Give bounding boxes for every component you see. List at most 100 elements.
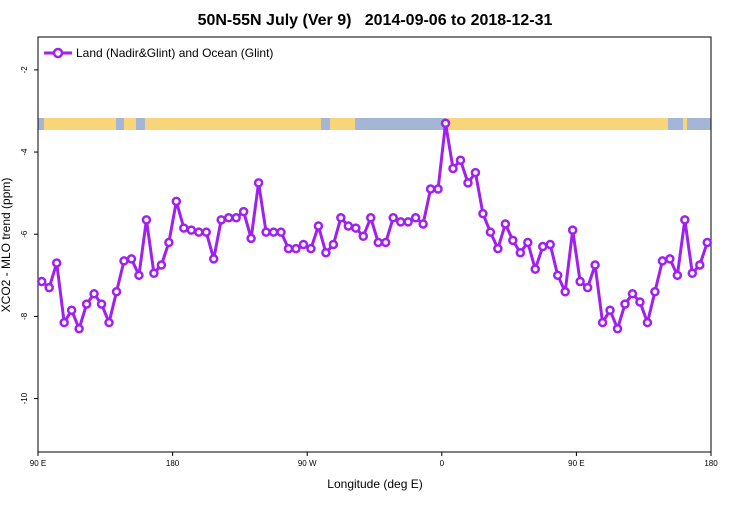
data-point: [156, 260, 167, 270]
data-point: [119, 256, 129, 266]
data-point: [665, 254, 675, 264]
data-point: [515, 247, 526, 258]
data-point: [373, 237, 383, 248]
data-point: [538, 241, 548, 252]
land-band: [683, 118, 687, 130]
data-point: [470, 167, 481, 178]
data-point: [590, 260, 600, 270]
x-tick-label: 90 E: [30, 459, 46, 468]
data-point: [351, 223, 361, 233]
data-point: [552, 270, 563, 281]
land-band: [446, 118, 668, 130]
data-point: [246, 233, 256, 244]
data-point: [642, 317, 653, 328]
data-point: [597, 317, 608, 328]
data-point: [485, 227, 496, 237]
data-point: [283, 243, 294, 254]
data-point: [523, 237, 533, 248]
data-point: [306, 243, 316, 254]
data-point: [650, 287, 660, 297]
data-point: [223, 213, 234, 223]
data-point: [695, 260, 705, 270]
data-point: [425, 184, 436, 194]
data-point: [291, 243, 301, 254]
data-point: [59, 317, 69, 328]
data-point: [395, 217, 406, 227]
data-point: [321, 247, 331, 258]
land-band: [145, 118, 321, 130]
data-point: [433, 184, 443, 194]
data-point: [403, 217, 413, 227]
data-point: [313, 221, 324, 231]
data-point: [336, 213, 346, 223]
data-point: [627, 289, 638, 299]
data-point: [500, 219, 511, 229]
data-point: [231, 213, 241, 223]
data-point: [201, 227, 211, 237]
data-point: [575, 276, 585, 287]
data-point: [672, 270, 683, 281]
data-point: [448, 163, 458, 174]
data-point: [635, 297, 645, 307]
x-tick-label: 180: [704, 459, 718, 468]
data-point: [702, 237, 713, 248]
data-point: [149, 268, 159, 279]
data-point: [74, 323, 84, 334]
data-point: [657, 256, 668, 266]
data-point: [545, 239, 555, 250]
data-point: [81, 299, 92, 309]
data-point: [253, 178, 264, 188]
data-point: [51, 258, 62, 268]
y-tick-label: -2: [20, 66, 29, 74]
data-point: [111, 287, 122, 297]
y-tick-label: -10: [20, 392, 29, 404]
data-point: [186, 225, 197, 235]
data-point: [104, 317, 114, 328]
data-point: [164, 237, 174, 248]
data-point: [560, 287, 570, 297]
data-point: [96, 299, 107, 309]
x-axis-label: Longitude (deg E): [327, 477, 422, 491]
y-axis-label: XCO2 - MLO trend (ppm): [0, 178, 13, 313]
data-point: [44, 282, 54, 293]
data-point: [455, 155, 466, 166]
data-point: [410, 213, 421, 223]
data-point: [141, 215, 152, 225]
data-point: [298, 239, 309, 250]
data-point: [276, 227, 286, 237]
data-point: [36, 276, 47, 287]
land-band: [124, 118, 136, 130]
data-point: [268, 227, 279, 237]
data-point: [366, 213, 376, 223]
data-point: [358, 231, 369, 242]
data-point: [567, 225, 578, 235]
data-point: [126, 254, 137, 264]
legend-label: Land (Nadir&Glint) and Ocean (Glint): [76, 46, 273, 60]
data-point: [508, 235, 518, 246]
data-point: [238, 206, 249, 217]
data-point: [261, 227, 271, 237]
y-tick-label: -8: [20, 312, 29, 320]
land-band: [330, 118, 355, 130]
data-point: [530, 264, 541, 274]
data-point: [620, 299, 630, 309]
x-tick-label: 0: [440, 459, 445, 468]
chart-title: 50N-55N July (Ver 9) 2014-09-06 to 2018-…: [198, 12, 553, 29]
land-band: [44, 118, 116, 130]
data-point: [328, 239, 339, 250]
data-point: [478, 208, 488, 219]
data-point: [418, 219, 428, 229]
data-point: [134, 270, 144, 281]
data-point: [89, 289, 99, 299]
x-tick-label: 180: [166, 459, 180, 468]
data-point: [463, 178, 473, 188]
data-point: [440, 118, 451, 129]
legend-marker: [52, 47, 64, 59]
data-point: [388, 213, 398, 223]
land-ocean-strip: [38, 118, 711, 130]
data-point: [605, 305, 615, 315]
data-point: [216, 215, 226, 225]
data-line: [40, 123, 709, 334]
data-point: [582, 282, 593, 293]
